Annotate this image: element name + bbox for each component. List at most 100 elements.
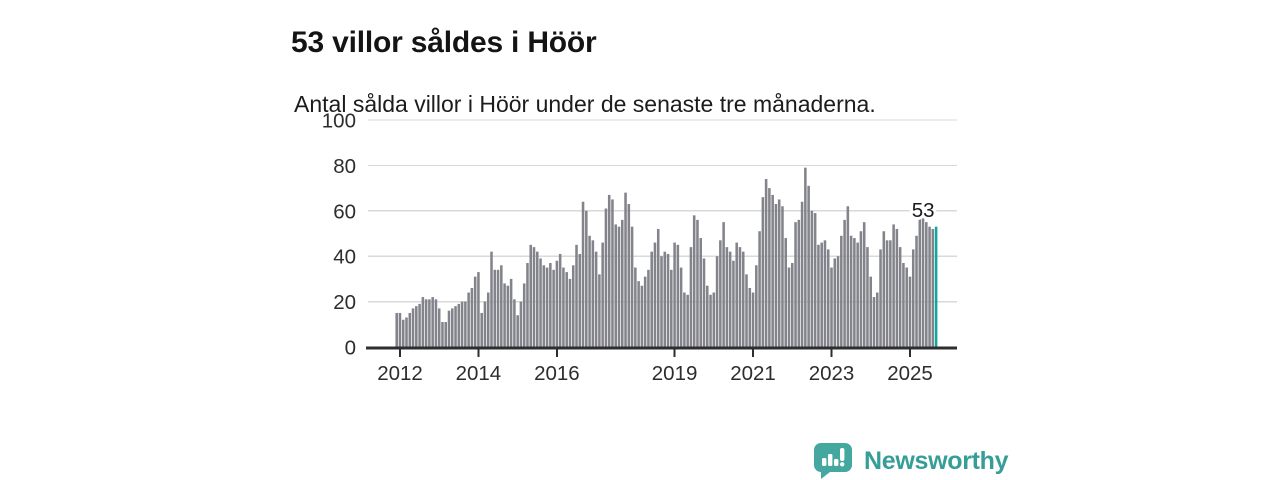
bar (594, 251, 598, 347)
bar (745, 274, 748, 347)
y-axis-label: 100 (322, 110, 356, 133)
bar (748, 287, 752, 347)
newsworthy-logo: Newsworthy (813, 442, 1009, 480)
bar (843, 219, 846, 347)
bar (722, 222, 725, 347)
bar (562, 267, 565, 347)
bar (627, 203, 631, 347)
bar (686, 294, 689, 347)
bar (424, 299, 428, 347)
bar (519, 301, 523, 347)
bar (784, 238, 788, 347)
bar (506, 285, 510, 347)
bar (604, 208, 608, 347)
bar (813, 213, 817, 347)
bar (656, 228, 660, 347)
bar (522, 283, 526, 347)
bar (500, 265, 503, 347)
x-axis-label: 2025 (887, 362, 933, 385)
bar (709, 294, 712, 347)
bar (928, 226, 931, 347)
bar (810, 210, 814, 347)
bar (578, 253, 582, 347)
bar (415, 306, 418, 347)
bar (558, 253, 562, 347)
bar (833, 258, 837, 347)
y-axis-label: 60 (333, 200, 356, 223)
x-axis-label: 2023 (809, 362, 855, 385)
bar (454, 306, 457, 347)
bar (601, 242, 604, 347)
bar (699, 238, 703, 347)
x-axis-label: 2021 (730, 362, 776, 385)
bar (846, 206, 850, 347)
logo-exclamation-stroke (840, 448, 845, 461)
bar (908, 276, 912, 347)
bar (441, 322, 444, 347)
bar (405, 317, 408, 347)
bar (738, 247, 742, 347)
bar (741, 251, 745, 347)
bar (696, 219, 699, 347)
bar (395, 312, 398, 347)
x-axis-label: 2016 (534, 362, 580, 385)
bar (532, 247, 536, 347)
bar (869, 276, 873, 347)
logo-bar-1 (822, 458, 827, 466)
bar (849, 235, 853, 347)
bar (817, 244, 820, 347)
bar (398, 312, 402, 347)
bar (653, 242, 657, 347)
bar (902, 263, 905, 347)
bar (650, 251, 653, 347)
bar (921, 213, 925, 347)
bar (879, 249, 882, 347)
bar (761, 197, 765, 347)
bar (732, 260, 735, 347)
bar (591, 240, 595, 347)
bar (434, 299, 438, 347)
bar (702, 258, 706, 347)
bar (545, 267, 549, 347)
bar (486, 292, 490, 347)
y-axis-label: 0 (345, 337, 356, 360)
newsworthy-logo-icon (814, 443, 852, 479)
bar (555, 260, 559, 347)
bar (876, 292, 879, 347)
bar (460, 301, 464, 347)
bar (473, 276, 477, 347)
page-title: 53 villor såldes i Höör (291, 26, 597, 60)
bar (872, 297, 876, 347)
bar (853, 238, 856, 347)
bar (820, 242, 823, 347)
bar (621, 219, 624, 347)
bar (552, 269, 555, 347)
bar (836, 256, 840, 347)
bar (640, 285, 644, 347)
bar (431, 297, 434, 347)
bar (781, 206, 784, 347)
bar (735, 242, 738, 347)
bar (539, 258, 542, 347)
bar (536, 251, 539, 347)
bar (575, 244, 578, 347)
bar (614, 224, 618, 347)
bar (418, 303, 421, 347)
bar (715, 256, 719, 347)
bar (470, 287, 474, 347)
bar (751, 292, 755, 347)
bar (679, 267, 683, 347)
y-axis-label: 80 (333, 155, 356, 178)
y-axis-label: 20 (333, 291, 356, 314)
bar (856, 242, 859, 347)
bar (542, 265, 546, 347)
bar (676, 244, 680, 347)
bar (444, 322, 448, 347)
bar (477, 272, 480, 347)
bar (892, 224, 895, 347)
bar (637, 281, 640, 347)
bar (673, 242, 676, 347)
bar (496, 269, 500, 347)
